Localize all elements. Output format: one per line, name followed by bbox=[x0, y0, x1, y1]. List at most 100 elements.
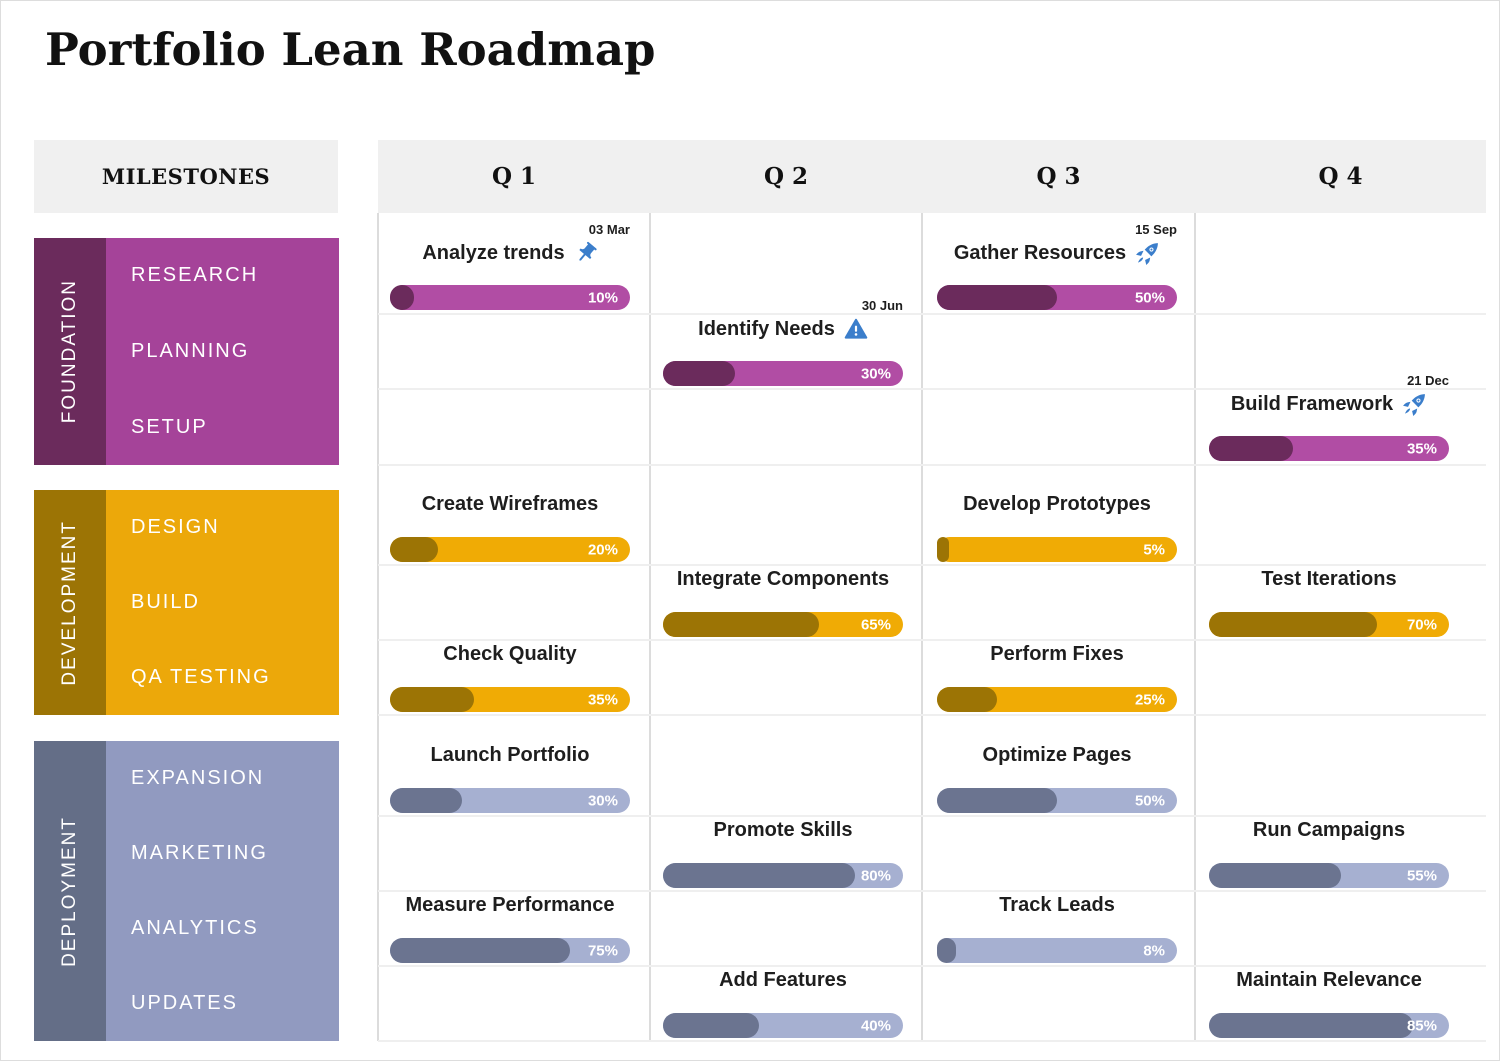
milestones-header: MILESTONES bbox=[34, 140, 338, 213]
task-create-wireframes: Create Wireframes 20% bbox=[390, 490, 630, 565]
progress-fill bbox=[663, 1013, 759, 1038]
task-add-features: Add Features 40% bbox=[663, 966, 903, 1041]
group-label-deployment: DEPLOYMENT bbox=[34, 741, 106, 1041]
column-divider bbox=[649, 213, 651, 1041]
rocket-icon bbox=[1136, 243, 1159, 265]
task-title: Maintain Relevance bbox=[1236, 969, 1422, 991]
progress-value: 10% bbox=[587, 289, 618, 306]
progress-bar: 20% bbox=[390, 537, 630, 562]
row-divider bbox=[378, 1040, 1486, 1042]
quarter-q2-header: Q 2 bbox=[763, 163, 809, 190]
progress-bar: 75% bbox=[390, 938, 630, 963]
progress-value: 40% bbox=[860, 1017, 891, 1034]
progress-value: 50% bbox=[1134, 289, 1165, 306]
progress-fill bbox=[1209, 436, 1293, 461]
column-divider bbox=[377, 213, 379, 1041]
row-divider bbox=[378, 639, 1486, 641]
task-title: Measure Performance bbox=[405, 894, 615, 916]
progress-bar: 55% bbox=[1209, 863, 1449, 888]
milestone-marketing: MARKETING bbox=[131, 842, 268, 864]
progress-value: 35% bbox=[587, 691, 618, 708]
progress-value: 75% bbox=[587, 942, 618, 959]
task-title: Test Iterations bbox=[1261, 568, 1397, 590]
progress-bar: 85% bbox=[1209, 1013, 1449, 1038]
progress-fill bbox=[663, 612, 819, 637]
progress-fill bbox=[937, 788, 1057, 813]
milestone-updates: UPDATES bbox=[131, 992, 238, 1014]
task-title: Track Leads bbox=[999, 894, 1115, 916]
milestone-design: DESIGN bbox=[131, 516, 220, 538]
progress-bar: 10% bbox=[390, 285, 630, 310]
row-divider bbox=[378, 714, 1486, 716]
progress-bar: 70% bbox=[1209, 612, 1449, 637]
progress-bar: 25% bbox=[937, 687, 1177, 712]
task-check-quality: Check Quality 35% bbox=[390, 640, 630, 715]
task-develop-prototypes: Develop Prototypes 5% bbox=[937, 490, 1177, 565]
progress-fill bbox=[390, 537, 438, 562]
progress-fill bbox=[390, 687, 474, 712]
task-maintain-relevance: Maintain Relevance 85% bbox=[1209, 966, 1449, 1041]
task-title: Gather Resources bbox=[953, 242, 1127, 264]
task-title: Add Features bbox=[719, 969, 847, 991]
task-run-campaigns: Run Campaigns 55% bbox=[1209, 816, 1449, 891]
milestone-planning: PLANNING bbox=[131, 340, 250, 362]
progress-bar: 50% bbox=[937, 788, 1177, 813]
group-label-development: DEVELOPMENT bbox=[34, 490, 106, 715]
task-title: Promote Skills bbox=[713, 819, 853, 841]
progress-value: 55% bbox=[1406, 867, 1437, 884]
progress-bar: 8% bbox=[937, 938, 1177, 963]
group-label-foundation: FOUNDATION bbox=[34, 238, 106, 465]
progress-bar: 50% bbox=[937, 285, 1177, 310]
progress-fill bbox=[1209, 1013, 1413, 1038]
row-divider bbox=[378, 815, 1486, 817]
task-launch-portfolio: Launch Portfolio 30% bbox=[390, 741, 630, 816]
progress-bar: 30% bbox=[663, 361, 903, 386]
column-divider bbox=[921, 213, 923, 1041]
task-title: Optimize Pages bbox=[982, 744, 1132, 766]
quarter-q3-header: Q 3 bbox=[1036, 163, 1081, 190]
milestone-research: RESEARCH bbox=[131, 264, 259, 287]
progress-fill bbox=[663, 361, 735, 386]
milestone-group-development: DEVELOPMENT DESIGN BUILD QA TESTING bbox=[34, 490, 339, 715]
task-title: Build Framework bbox=[1230, 393, 1394, 415]
progress-fill bbox=[1209, 863, 1341, 888]
progress-value: 85% bbox=[1406, 1017, 1437, 1034]
task-title: Integrate Components bbox=[676, 568, 890, 590]
task-perform-fixes: Perform Fixes 25% bbox=[937, 640, 1177, 715]
progress-fill bbox=[663, 863, 855, 888]
progress-bar: 5% bbox=[937, 537, 1177, 562]
progress-value: 35% bbox=[1406, 440, 1437, 457]
progress-bar: 35% bbox=[1209, 436, 1449, 461]
milestone-setup: SETUP bbox=[131, 415, 208, 438]
quarters-header: Q 1 Q 2 Q 3 Q 4 bbox=[378, 140, 1486, 213]
task-identify-needs: 30 Jun Identify Needs 30% bbox=[663, 298, 903, 389]
task-title: Create Wireframes bbox=[421, 493, 599, 515]
milestone-build: BUILD bbox=[131, 591, 200, 613]
task-optimize-pages: Optimize Pages 50% bbox=[937, 741, 1177, 816]
progress-fill bbox=[390, 285, 414, 310]
task-due-date: 30 Jun bbox=[861, 298, 903, 313]
progress-bar: 40% bbox=[663, 1013, 903, 1038]
progress-value: 30% bbox=[587, 792, 618, 809]
row-divider bbox=[378, 388, 1486, 390]
task-title: Perform Fixes bbox=[990, 643, 1124, 665]
task-test-iterations: Test Iterations 70% bbox=[1209, 565, 1449, 640]
progress-value: 5% bbox=[1143, 541, 1165, 558]
row-divider bbox=[378, 464, 1486, 466]
progress-value: 50% bbox=[1134, 792, 1165, 809]
progress-fill bbox=[937, 687, 997, 712]
warning-icon bbox=[844, 318, 868, 339]
milestone-qa-testing: QA TESTING bbox=[131, 666, 271, 688]
progress-value: 25% bbox=[1134, 691, 1165, 708]
pushpin-icon bbox=[578, 241, 597, 261]
progress-fill bbox=[937, 537, 949, 562]
progress-fill bbox=[937, 938, 957, 963]
progress-bar: 80% bbox=[663, 863, 903, 888]
row-divider bbox=[378, 890, 1486, 892]
progress-fill bbox=[937, 285, 1057, 310]
row-divider bbox=[378, 313, 1486, 315]
progress-value: 20% bbox=[587, 541, 618, 558]
progress-value: 70% bbox=[1406, 616, 1437, 633]
quarter-q1-header: Q 1 bbox=[491, 163, 537, 190]
progress-fill bbox=[390, 788, 462, 813]
